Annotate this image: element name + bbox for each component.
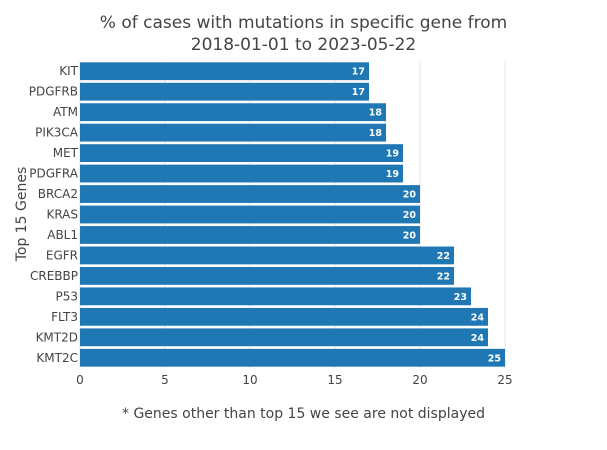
x-tick-label: 0 <box>76 373 84 387</box>
y-tick-label: KMT2C <box>36 351 78 365</box>
bar-kit[interactable] <box>80 62 369 81</box>
chart-title-line1: % of cases with mutations in specific ge… <box>99 13 508 33</box>
bar-pik3ca[interactable] <box>80 123 386 142</box>
y-tick-label: ATM <box>53 105 78 119</box>
x-tick-label: 15 <box>327 373 342 387</box>
chart-title: % of cases with mutations in specific ge… <box>0 12 607 56</box>
x-tick-label: 5 <box>161 373 169 387</box>
bar-value-label: 20 <box>403 230 417 241</box>
y-tick-labels: KIT PDGFRB ATM PIK3CA MET PDGFRA BRCA2 KRAS ABL1… <box>29 64 79 365</box>
bar-value-label: 17 <box>352 67 365 78</box>
bar-abl1[interactable] <box>80 226 420 244</box>
y-axis-title: Top 15 Genes <box>14 167 30 263</box>
y-tick-label: EGFR <box>46 248 78 262</box>
y-tick-label: ABL1 <box>47 228 78 242</box>
y-tick-label: KRAS <box>46 208 78 222</box>
bar-value-label: 22 <box>437 271 450 282</box>
y-tick-label: MET <box>53 146 79 160</box>
bar-p53[interactable] <box>80 287 471 306</box>
y-tick-label: KMT2D <box>36 330 78 344</box>
bar-flt3[interactable] <box>80 307 488 326</box>
x-tick-labels: 0 5 10 15 20 25 <box>76 373 512 387</box>
bar-value-label: 19 <box>386 149 399 160</box>
bar-crebbp[interactable] <box>80 266 454 285</box>
bar-kras[interactable] <box>80 205 420 224</box>
bar-pdgfra[interactable] <box>80 164 403 183</box>
y-tick-label: CREBBP <box>30 269 78 283</box>
y-tick-label: P53 <box>55 289 78 303</box>
bar-value-label: 24 <box>471 312 485 323</box>
bar-kmt2c[interactable] <box>80 348 505 367</box>
bar-value-label: 19 <box>386 169 399 180</box>
y-tick-label: KIT <box>59 64 78 78</box>
bar-kmt2d[interactable] <box>80 328 488 347</box>
bar-value-label: 17 <box>352 87 365 98</box>
footnote: * Genes other than top 15 we see are not… <box>122 406 485 422</box>
bar-value-label: 18 <box>369 128 383 139</box>
bar-value-label: 20 <box>403 190 417 201</box>
x-tick-label: 20 <box>412 373 427 387</box>
y-tick-label: BRCA2 <box>38 187 78 201</box>
bar-value-label: 23 <box>454 292 467 303</box>
x-tick-label: 10 <box>242 373 257 387</box>
y-tick-label: FLT3 <box>51 310 78 324</box>
bar-met[interactable] <box>80 144 403 163</box>
bar-value-label: 18 <box>369 108 383 119</box>
x-tick-label: 25 <box>497 373 512 387</box>
bar-value-label: 25 <box>488 353 501 364</box>
bar-brca2[interactable] <box>80 185 420 203</box>
bar-value-label: 20 <box>403 210 417 221</box>
y-tick-label: PDGFRA <box>29 167 79 181</box>
bar-value-label: 24 <box>471 333 485 344</box>
y-tick-label: PDGFRB <box>29 85 78 99</box>
bar-egfr[interactable] <box>80 246 454 265</box>
y-tick-label: PIK3CA <box>35 126 79 140</box>
bar-atm[interactable] <box>80 103 386 122</box>
bar-pdgfrb[interactable] <box>80 82 369 101</box>
bar-value-label: 22 <box>437 251 450 262</box>
chart-title-line2: 2018-01-01 to 2023-05-22 <box>190 35 417 55</box>
